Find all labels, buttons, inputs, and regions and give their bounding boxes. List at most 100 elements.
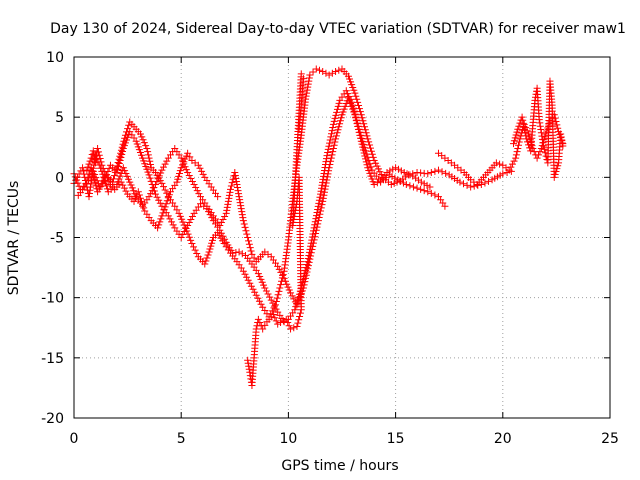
data-point bbox=[221, 212, 229, 220]
data-point bbox=[314, 205, 322, 213]
data-point bbox=[188, 212, 196, 220]
data-point bbox=[277, 319, 285, 327]
data-point bbox=[240, 220, 248, 228]
data-point bbox=[426, 183, 434, 191]
data-point bbox=[125, 121, 133, 129]
data-point bbox=[322, 69, 330, 77]
data-point bbox=[97, 158, 105, 166]
data-point bbox=[312, 229, 320, 237]
data-point bbox=[163, 197, 171, 205]
data-point bbox=[138, 133, 146, 141]
data-point bbox=[554, 162, 562, 170]
data-point bbox=[156, 218, 164, 226]
data-point bbox=[518, 113, 526, 121]
data-point bbox=[87, 154, 95, 162]
data-point bbox=[153, 178, 161, 186]
data-point bbox=[222, 209, 230, 217]
data-point bbox=[175, 209, 183, 217]
data-point bbox=[119, 181, 127, 189]
data-point bbox=[268, 307, 276, 315]
data-point bbox=[362, 155, 370, 163]
data-point bbox=[233, 181, 241, 189]
data-point bbox=[155, 172, 163, 180]
data-point bbox=[207, 242, 215, 250]
data-point bbox=[363, 161, 371, 169]
y-tick-label: -10 bbox=[41, 291, 64, 307]
data-point bbox=[143, 144, 151, 152]
data-point bbox=[194, 161, 202, 169]
data-point bbox=[219, 215, 227, 223]
data-point bbox=[145, 193, 153, 201]
data-point bbox=[317, 204, 325, 212]
data-point bbox=[307, 252, 315, 260]
data-point bbox=[122, 187, 130, 195]
data-point bbox=[232, 178, 240, 186]
data-point bbox=[238, 211, 246, 219]
data-point bbox=[550, 173, 558, 181]
data-point bbox=[157, 215, 165, 223]
data-point bbox=[304, 83, 312, 91]
data-point bbox=[73, 173, 81, 181]
data-point bbox=[273, 294, 281, 302]
data-point bbox=[321, 185, 329, 193]
data-point bbox=[320, 188, 328, 196]
data-point bbox=[508, 160, 516, 168]
data-point bbox=[327, 133, 335, 141]
data-point bbox=[303, 268, 311, 276]
data-point bbox=[516, 135, 524, 143]
data-point bbox=[312, 65, 320, 73]
data-point bbox=[237, 202, 245, 210]
data-point bbox=[328, 127, 336, 135]
data-point bbox=[536, 122, 544, 130]
data-point bbox=[538, 132, 546, 140]
data-point bbox=[86, 157, 94, 165]
data-point bbox=[92, 155, 100, 163]
data-point bbox=[386, 167, 394, 175]
data-point bbox=[325, 71, 333, 79]
data-point bbox=[402, 181, 410, 189]
data-point bbox=[302, 271, 310, 279]
data-point bbox=[333, 108, 341, 116]
data-point bbox=[139, 136, 147, 144]
data-point bbox=[287, 325, 295, 333]
data-point bbox=[536, 119, 544, 127]
data-point bbox=[359, 117, 367, 125]
data-point bbox=[304, 262, 312, 270]
data-point bbox=[420, 180, 428, 188]
data-point bbox=[155, 196, 163, 204]
data-point bbox=[229, 249, 237, 257]
data-point bbox=[303, 89, 311, 97]
data-point bbox=[81, 177, 89, 185]
data-point bbox=[316, 210, 324, 218]
data-point bbox=[187, 175, 195, 183]
data-point bbox=[337, 114, 345, 122]
data-point bbox=[284, 283, 292, 291]
data-point bbox=[361, 152, 369, 160]
data-point bbox=[235, 193, 243, 201]
data-point bbox=[161, 203, 169, 211]
data-point bbox=[72, 176, 80, 184]
data-point bbox=[96, 155, 104, 163]
data-point bbox=[554, 124, 562, 132]
data-point bbox=[160, 183, 168, 191]
data-point bbox=[177, 154, 185, 162]
data-point bbox=[456, 178, 464, 186]
data-point bbox=[357, 137, 365, 145]
data-point bbox=[99, 165, 107, 173]
data-point bbox=[184, 149, 192, 157]
y-tick-label: -20 bbox=[41, 411, 64, 427]
data-point bbox=[294, 319, 302, 327]
data-point bbox=[285, 286, 293, 294]
data-point bbox=[538, 135, 546, 143]
data-point bbox=[332, 135, 340, 143]
data-point bbox=[279, 271, 287, 279]
data-point bbox=[352, 117, 360, 125]
data-point bbox=[309, 239, 317, 247]
data-point bbox=[272, 317, 280, 325]
data-point bbox=[237, 205, 245, 213]
data-point bbox=[118, 150, 126, 158]
data-point bbox=[272, 298, 280, 306]
data-point bbox=[434, 166, 442, 174]
data-point bbox=[180, 158, 188, 166]
